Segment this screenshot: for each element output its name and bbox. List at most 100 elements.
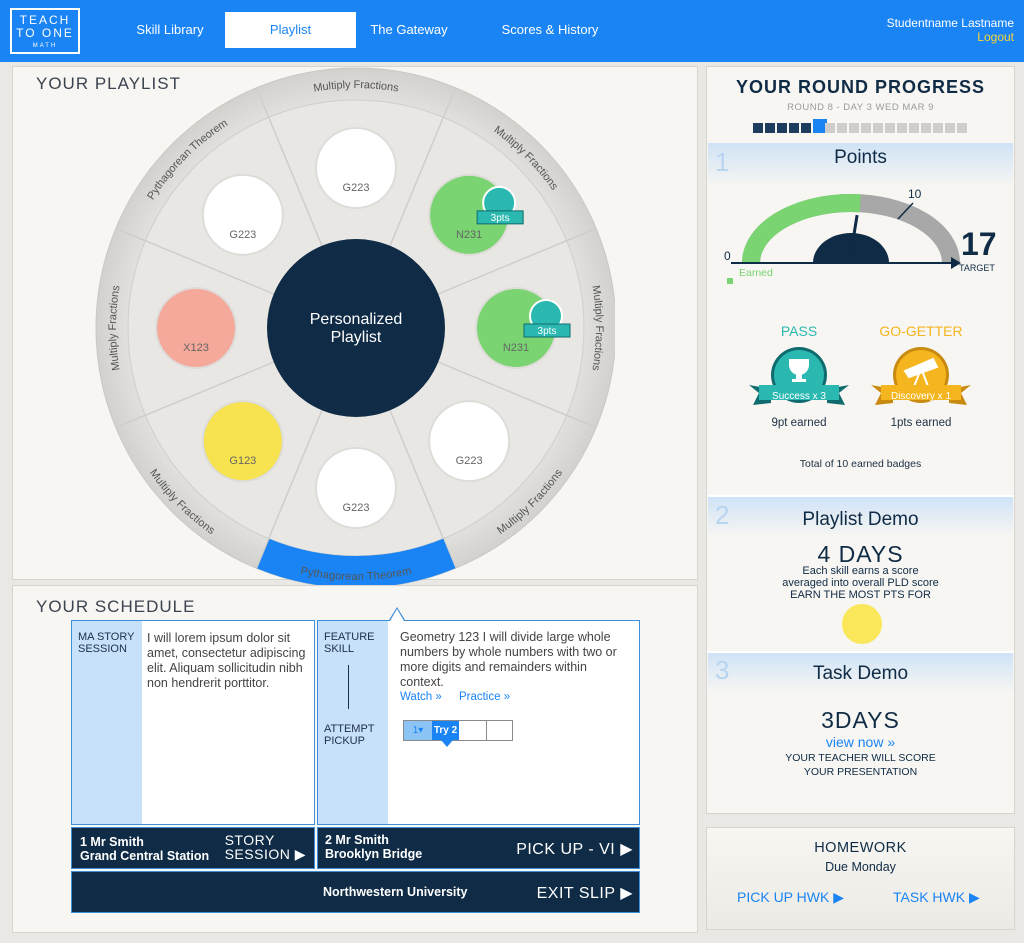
wheel-segment-label[interactable]: Multiply Fractions (313, 79, 400, 95)
bar1-location: Grand Central Station (80, 849, 210, 863)
attempt-2-button[interactable]: Try 2 (432, 721, 459, 740)
tab-playlist[interactable]: Playlist (225, 12, 356, 48)
skill-links: Watch » Practice » (400, 691, 510, 703)
wheel-divider (255, 87, 323, 247)
go-getter-earned: 1pts earned (890, 417, 952, 429)
wheel-divider (437, 227, 597, 295)
task-homework-link[interactable]: TASK HWK ▶ (893, 889, 980, 905)
skill-bubble[interactable] (155, 287, 237, 369)
feature-skill-card[interactable]: FEATURE SKILL ATTEMPT PICKUP Geometry 12… (317, 620, 640, 825)
skill-bubble[interactable] (315, 127, 397, 209)
attempt-pickup-label: ATTEMPT PICKUP (324, 723, 375, 747)
skill-bubble[interactable] (315, 447, 397, 529)
pickup-homework-link[interactable]: PICK UP HWK ▶ (737, 889, 844, 905)
tab-skill-library[interactable]: Skill Library (136, 22, 204, 37)
playlist-demo-indicator (842, 604, 882, 644)
round-day-cell (825, 123, 835, 133)
wheel-center[interactable] (267, 239, 445, 417)
skill-bubble[interactable] (201, 400, 284, 483)
pickup-action[interactable]: PICK UP - VI ▶ (516, 841, 633, 858)
playlist-demo-band (708, 497, 1013, 537)
gauge-mark-tick (897, 202, 914, 220)
round-day-cell (957, 123, 967, 133)
points-badge: 3pts (476, 185, 524, 225)
wheel-segment-label[interactable]: Pythagorean Theorem (299, 565, 412, 583)
round-day-cell (861, 123, 871, 133)
task-demo-line-2: YOUR PRESENTATION (803, 766, 918, 778)
task-demo-band (708, 653, 1013, 693)
side-divider (348, 665, 349, 709)
gauge-arrow (951, 257, 961, 269)
attempt-tracker[interactable]: 1▾ Try 2 (403, 720, 513, 747)
round-day-cell (849, 123, 859, 133)
attempt-1-button[interactable]: 1▾ (404, 721, 432, 740)
pass-earned: 9pt earned (771, 417, 827, 429)
playlist-demo-number: 2 (715, 500, 730, 530)
round-day-cell (945, 123, 955, 133)
pass-badge-medal (749, 347, 849, 405)
teach-to-one-logo[interactable]: TEACH TO ONE MATH (10, 8, 80, 54)
playlist-wheel: Multiply Fractions Multiply Fractions Mult… (95, 67, 615, 589)
pass-badge-heading: PASS (780, 323, 818, 339)
skill-code: G223 (343, 502, 370, 514)
skill-code: G223 (456, 455, 483, 467)
pickup-bar[interactable]: 2 Mr Smith Brooklyn Bridge PICK UP - VI … (317, 827, 640, 869)
feature-skill-label: FEATURE SKILL (324, 631, 375, 655)
round-progress-title: YOUR ROUND PROGRESS (735, 77, 986, 97)
exit-location: Northwestern University (323, 885, 468, 899)
practice-link[interactable]: Practice » (458, 691, 511, 703)
round-day-cell (777, 123, 787, 133)
skill-bubble[interactable] (201, 173, 284, 256)
story-session-bar[interactable]: 1 Mr Smith Grand Central Station STORY S… (71, 827, 315, 869)
tab-the-gateway[interactable]: The Gateway (370, 22, 448, 37)
wheel-divider (437, 361, 597, 429)
watch-link[interactable]: Watch » (400, 691, 442, 703)
go-getter-ribbon (881, 385, 961, 400)
round-day-cell (753, 123, 763, 133)
exit-slip-bar[interactable]: Northwestern University EXIT SLIP ▶ (71, 871, 640, 913)
pass-ribbon-text: Success x 3 (772, 391, 826, 402)
playlist-demo-description: Each skill earns a score averaged into o… (707, 565, 1014, 601)
skill-code: N231 (456, 229, 482, 241)
homework-panel: HOMEWORK Due Monday PICK UP HWK ▶ TASK H… (706, 827, 1015, 930)
skill-code: G223 (229, 229, 256, 241)
logo-line-1: TEACH (19, 13, 71, 27)
pass-badge[interactable]: PASS Success x 3 9pt earned (749, 323, 849, 429)
gauge-needle (849, 214, 859, 254)
wheel-divider (389, 87, 457, 247)
view-now-link[interactable]: view now » (825, 734, 896, 750)
target-value: 17 (961, 226, 997, 262)
bar1-action-line-1[interactable]: STORY (224, 832, 275, 848)
points-band (708, 143, 1013, 187)
points-ribbon (476, 210, 524, 225)
gauge-min-label: 0 (724, 249, 731, 263)
tab-scores-history[interactable]: Scores & History (501, 22, 599, 37)
round-day-cell (765, 123, 775, 133)
skill-code: G223 (343, 182, 370, 194)
round-day-cell (837, 123, 847, 133)
wheel-segment-label[interactable]: Multiply Fractions (589, 285, 605, 372)
skill-bubble[interactable] (428, 400, 511, 483)
task-demo-description: YOUR TEACHER WILL SCORE YOUR PRESENTATIO… (707, 751, 1014, 779)
task-demo-number: 3 (715, 655, 730, 685)
points-badge: 3pts (523, 299, 571, 338)
wheel-segment-label[interactable]: Multiply Fractions (107, 284, 123, 371)
round-day-cell (933, 123, 943, 133)
attempt-pointer (441, 740, 453, 747)
wheel-segment-active[interactable] (256, 538, 456, 588)
points-title: Points (834, 147, 887, 168)
go-getter-badge[interactable]: GO-GETTER Discovery x 1 1pts earned (871, 323, 971, 429)
wheel-center-label-2: Playlist (331, 329, 382, 346)
story-session-card[interactable]: MA STORY SESSION I will lorem ipsum dolo… (71, 620, 315, 825)
top-navigation-bar: TEACH TO ONE MATH Skill Library Playlist… (0, 0, 1024, 62)
round-day-subtitle: ROUND 8 - DAY 3 WED MAR 9 (787, 102, 934, 113)
target-label: TARGET (959, 263, 995, 273)
bar1-teacher: 1 Mr Smith (80, 835, 144, 849)
bar1-action-line-2[interactable]: SESSION ▶ (224, 846, 306, 862)
bar2-teacher: 2 Mr Smith (325, 833, 389, 847)
round-progress-panel: YOUR ROUND PROGRESS ROUND 8 - DAY 3 WED … (706, 66, 1015, 814)
logout-link[interactable]: Logout (977, 30, 1014, 44)
exit-slip-action[interactable]: EXIT SLIP ▶ (536, 885, 633, 902)
divider-2 (707, 495, 1014, 497)
round-day-cell (873, 123, 883, 133)
